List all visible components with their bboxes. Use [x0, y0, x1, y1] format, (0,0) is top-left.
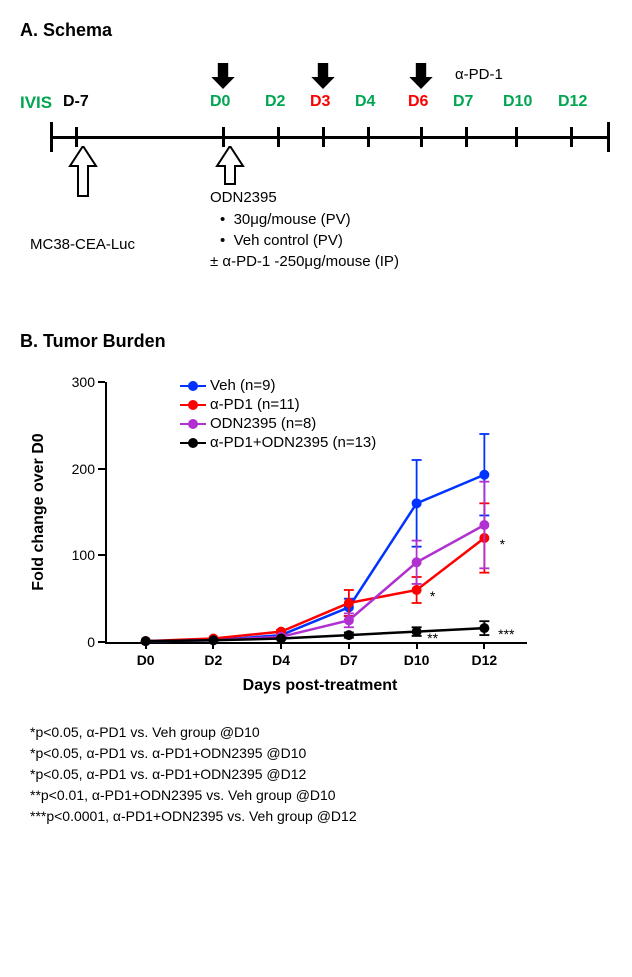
- stats-line: *p<0.05, α-PD1 vs. Veh group @D10: [30, 722, 612, 743]
- alpha-pd1-label: α-PD-1: [455, 66, 503, 83]
- panel-a-title: A. Schema: [20, 20, 612, 41]
- x-tick-label: D12: [472, 652, 498, 668]
- up-arrow-odn: [215, 146, 245, 191]
- legend-item: α-PD1 (n=11): [180, 396, 376, 413]
- panel-b-title: B. Tumor Burden: [20, 331, 612, 352]
- y-tick-label: 0: [45, 634, 95, 650]
- significance-marker: *: [430, 588, 435, 604]
- mc38-label: MC38-CEA-Luc: [30, 236, 135, 253]
- timeline-axis: [50, 136, 610, 139]
- schema-diagram: IVIS α-PD-1 D-7 D0 D2 D3 D4 D6 D7 D10 D12 MC38-C…: [20, 51, 612, 301]
- significance-marker: ***: [498, 626, 514, 642]
- stats-line: **p<0.01, α-PD1+ODN2395 vs. Veh group @D…: [30, 785, 612, 806]
- day-label: D2: [265, 93, 285, 111]
- day-label: D-7: [63, 93, 89, 111]
- ivis-label: IVIS: [20, 93, 52, 113]
- y-tick-label: 100: [45, 547, 95, 563]
- tumor-burden-chart: Fold change over D0 Days post-treatment …: [40, 362, 600, 702]
- up-arrow-mc38: [68, 146, 98, 206]
- chart-legend: Veh (n=9) α-PD1 (n=11) ODN2395 (n=8) α-PD1+…: [180, 377, 376, 453]
- significance-marker: *: [500, 536, 505, 552]
- bullet-2: Veh control (PV): [234, 232, 343, 249]
- x-tick-label: D4: [272, 652, 290, 668]
- y-tick-label: 300: [45, 374, 95, 390]
- day-label: D10: [503, 93, 532, 111]
- down-arrow-icon: [409, 63, 432, 95]
- y-tick-label: 200: [45, 461, 95, 477]
- stats-line: *p<0.05, α-PD1 vs. α-PD1+ODN2395 @D12: [30, 764, 612, 785]
- day-label: D12: [558, 93, 587, 111]
- bullet-1: 30μg/mouse (PV): [234, 211, 351, 228]
- legend-item: ODN2395 (n=8): [180, 415, 376, 432]
- day-label: D3: [310, 93, 330, 111]
- odn-bullets: • 30μg/mouse (PV) • Veh control (PV) ± α…: [220, 209, 399, 272]
- down-arrow-icon: [311, 63, 334, 95]
- x-tick-label: D2: [204, 652, 222, 668]
- odn-label: ODN2395: [210, 189, 277, 206]
- significance-marker: **: [427, 630, 438, 646]
- day-label: D7: [453, 93, 473, 111]
- day-label: D0: [210, 93, 230, 111]
- down-arrow-icon: [211, 63, 234, 95]
- stats-block: *p<0.05, α-PD1 vs. Veh group @D10*p<0.05…: [30, 722, 612, 827]
- stats-line: ***p<0.0001, α-PD1+ODN2395 vs. Veh group…: [30, 806, 612, 827]
- x-tick-label: D10: [404, 652, 430, 668]
- x-axis-title: Days post-treatment: [243, 677, 398, 695]
- x-tick-label: D0: [137, 652, 155, 668]
- day-label: D6: [408, 93, 428, 111]
- x-tick-label: D7: [340, 652, 358, 668]
- day-label: D4: [355, 93, 375, 111]
- legend-item: α-PD1+ODN2395 (n=13): [180, 434, 376, 451]
- legend-item: Veh (n=9): [180, 377, 376, 394]
- odn-extra: ± α-PD-1 -250μg/mouse (IP): [210, 251, 399, 272]
- stats-line: *p<0.05, α-PD1 vs. α-PD1+ODN2395 @D10: [30, 743, 612, 764]
- y-axis-title: Fold change over D0: [30, 433, 48, 590]
